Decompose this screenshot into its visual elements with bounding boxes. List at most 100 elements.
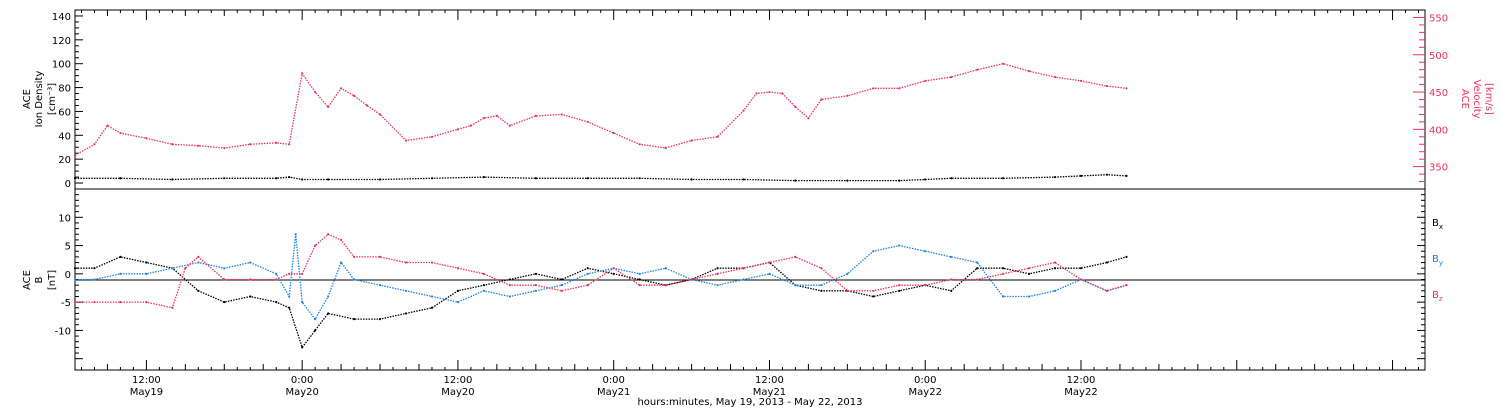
point-ion-density bbox=[275, 177, 278, 180]
point-by bbox=[534, 289, 537, 292]
point-by bbox=[898, 244, 901, 247]
point-bx bbox=[73, 267, 77, 270]
point-bz bbox=[716, 272, 719, 275]
point-velocity bbox=[560, 113, 563, 116]
point-velocity bbox=[807, 117, 810, 120]
point-bx bbox=[275, 301, 278, 304]
point-by bbox=[378, 284, 382, 287]
x-axis-label: hours:minutes, May 19, 2013 - May 22, 20… bbox=[637, 397, 862, 408]
point-velocity bbox=[755, 92, 758, 95]
point-bz bbox=[145, 301, 148, 304]
point-velocity bbox=[106, 124, 109, 127]
point-bx bbox=[1105, 261, 1109, 264]
point-velocity bbox=[638, 143, 641, 146]
point-by bbox=[742, 278, 745, 281]
legend-bz-label: B bbox=[1432, 290, 1439, 301]
point-bz bbox=[872, 289, 875, 292]
point-bz bbox=[950, 278, 953, 281]
point-bz bbox=[197, 255, 200, 258]
point-velocity bbox=[742, 109, 745, 112]
point-ion-density bbox=[924, 178, 927, 181]
point-velocity bbox=[768, 90, 771, 94]
point-by bbox=[560, 284, 563, 287]
legend-bz-sub: z bbox=[1439, 295, 1443, 303]
point-by bbox=[846, 272, 849, 275]
point-ion-density bbox=[690, 178, 693, 181]
point-velocity bbox=[846, 94, 849, 97]
x-tick-date: May22 bbox=[1064, 387, 1097, 398]
point-velocity bbox=[781, 92, 784, 95]
point-ion-density bbox=[846, 179, 849, 182]
velocity-axis-line1: ACE bbox=[1459, 89, 1470, 109]
density-tick-label: 140 bbox=[52, 12, 71, 23]
series-velocity bbox=[74, 63, 1127, 156]
point-ion-density bbox=[1053, 175, 1057, 179]
point-velocity bbox=[495, 114, 498, 118]
point-velocity bbox=[223, 146, 226, 150]
legend-bx-sub: x bbox=[1439, 223, 1443, 231]
point-bz bbox=[93, 301, 96, 304]
point-velocity bbox=[404, 139, 408, 142]
point-ion-density bbox=[1002, 177, 1005, 180]
point-velocity bbox=[716, 135, 719, 138]
point-bz bbox=[119, 301, 122, 304]
velocity-axis-title: ACE Velocity [km/s] bbox=[1459, 79, 1494, 118]
point-velocity bbox=[482, 117, 485, 120]
density-tick-label: 20 bbox=[58, 155, 71, 166]
point-velocity bbox=[73, 154, 77, 157]
point-bx bbox=[534, 272, 537, 275]
legend-bz: Bz bbox=[1432, 290, 1443, 303]
series-bx bbox=[75, 256, 1127, 349]
density-axis-ticks: 0 20 40 60 80 100 120 140 bbox=[52, 12, 83, 190]
point-bx bbox=[288, 306, 291, 309]
point-velocity bbox=[145, 137, 148, 140]
point-velocity bbox=[1105, 84, 1109, 88]
point-by bbox=[223, 267, 226, 270]
point-bz bbox=[404, 261, 408, 264]
point-bx bbox=[352, 317, 356, 321]
point-velocity bbox=[469, 124, 473, 127]
top-panel-frame bbox=[74, 9, 1426, 190]
point-ion-density bbox=[119, 177, 122, 180]
point-bx bbox=[586, 267, 589, 270]
point-by bbox=[794, 284, 797, 287]
velocity-tick-label: 500 bbox=[1429, 51, 1448, 62]
velocity-axis-line2: Velocity bbox=[1471, 79, 1482, 118]
point-by bbox=[288, 295, 291, 298]
point-ion-density bbox=[742, 178, 745, 181]
point-by bbox=[340, 261, 343, 264]
point-velocity bbox=[119, 131, 122, 135]
point-by bbox=[716, 284, 719, 287]
point-ion-density bbox=[171, 178, 174, 181]
density-axis-line2: Ion Density bbox=[34, 71, 45, 128]
point-by bbox=[820, 284, 823, 287]
point-by bbox=[73, 278, 77, 281]
point-by bbox=[1027, 295, 1031, 298]
point-bx bbox=[404, 312, 408, 315]
x-tick-date: May19 bbox=[130, 387, 163, 398]
point-by bbox=[872, 250, 875, 253]
point-velocity bbox=[456, 128, 460, 131]
point-ion-density bbox=[223, 177, 226, 180]
point-bx bbox=[456, 289, 460, 292]
point-bx bbox=[378, 317, 382, 321]
density-tick-label: 60 bbox=[58, 107, 71, 118]
point-velocity bbox=[1002, 62, 1005, 65]
point-velocity bbox=[197, 144, 200, 147]
point-by bbox=[768, 272, 771, 275]
point-by bbox=[249, 261, 252, 264]
point-bz bbox=[1027, 267, 1031, 270]
density-tick-label: 40 bbox=[58, 131, 71, 142]
point-by bbox=[638, 272, 641, 275]
point-ion-density bbox=[898, 179, 901, 182]
point-velocity bbox=[288, 143, 291, 146]
point-velocity bbox=[898, 87, 901, 90]
point-velocity bbox=[171, 143, 174, 146]
point-bx bbox=[314, 329, 317, 332]
point-bz bbox=[742, 267, 745, 270]
point-bz bbox=[171, 306, 174, 309]
point-bz bbox=[846, 289, 849, 292]
b-axis-line2: B bbox=[34, 276, 45, 283]
velocity-tick-label: 400 bbox=[1429, 125, 1448, 136]
